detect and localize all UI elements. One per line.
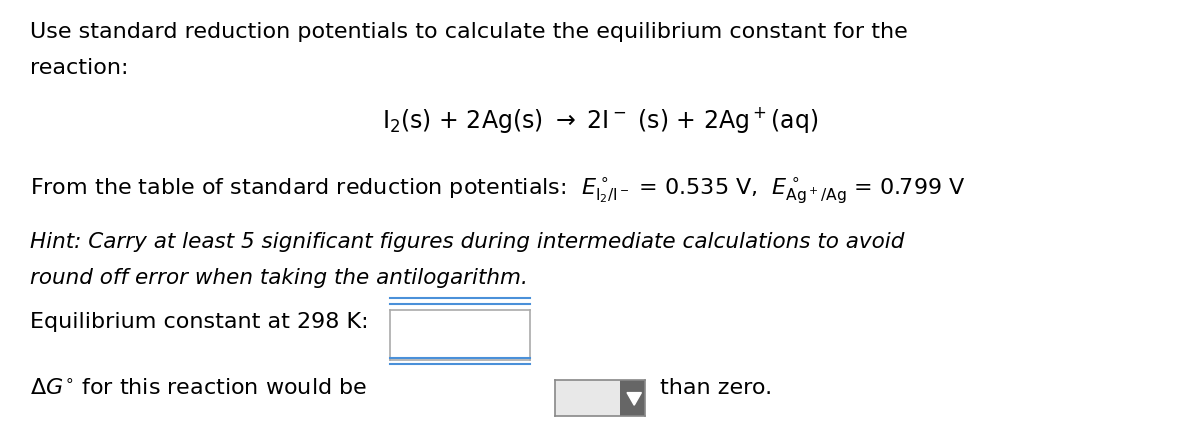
Text: From the table of standard reduction potentials:  $E^\circ_{\mathregular{I_2/I^-: From the table of standard reduction pot… (30, 175, 966, 206)
Polygon shape (628, 392, 641, 405)
Text: round off error when taking the antilogarithm.: round off error when taking the antiloga… (30, 268, 528, 288)
Text: Hint: Carry at least 5 significant figures during intermediate calculations to a: Hint: Carry at least 5 significant figur… (30, 232, 905, 252)
Bar (554, 380, 619, 416)
Text: reaction:: reaction: (30, 58, 128, 78)
Bar (619, 380, 646, 416)
Text: $\Delta G^{\circ}$ for this reaction would be: $\Delta G^{\circ}$ for this reaction wou… (30, 378, 367, 399)
Text: Equilibrium constant at 298 K:: Equilibrium constant at 298 K: (30, 312, 368, 332)
Text: Use standard reduction potentials to calculate the equilibrium constant for the: Use standard reduction potentials to cal… (30, 22, 907, 42)
Text: than zero.: than zero. (660, 378, 772, 398)
Text: I$_2$(s) + 2Ag(s) $\rightarrow$ 2I$^-$ (s) + 2Ag$^+$(aq): I$_2$(s) + 2Ag(s) $\rightarrow$ 2I$^-$ (… (382, 105, 818, 135)
